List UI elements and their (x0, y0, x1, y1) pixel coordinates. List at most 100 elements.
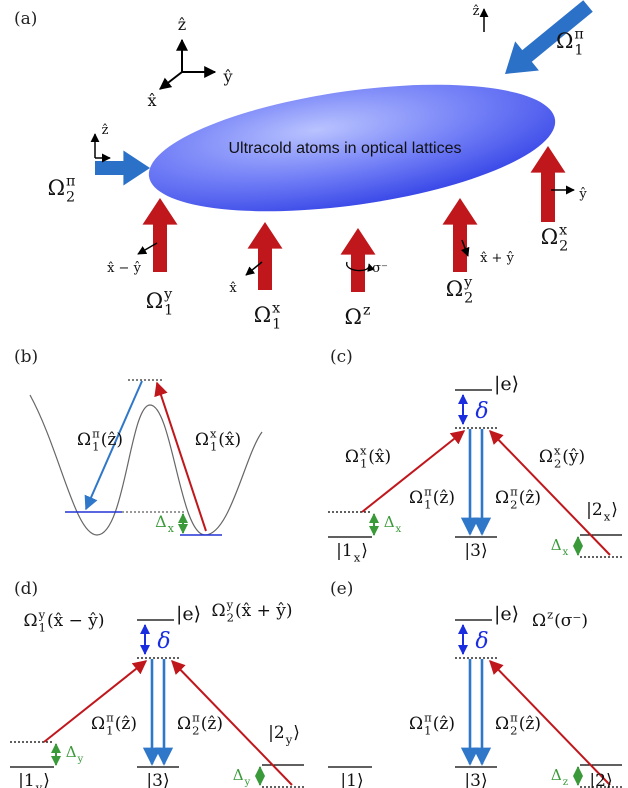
math-part: π (92, 426, 100, 440)
math-label: Ωy1(x̂ − ŷ) (24, 607, 105, 634)
panel-label: (d) (14, 579, 38, 599)
pol-label: x̂ + ŷ (480, 251, 514, 266)
math-part: ⟩ (512, 603, 519, 625)
math-part: π (192, 710, 200, 724)
math-part: |1 (340, 771, 357, 788)
panel-label: (e) (330, 579, 353, 599)
math-part: ⟩ (43, 771, 50, 788)
math-part: Δ (155, 512, 167, 531)
pol-label: σ⁻ (372, 261, 388, 276)
beam-label: Ωy1 (146, 287, 174, 319)
math-label: Ωy2(x̂ + ŷ) (212, 597, 293, 624)
math-part: (x̂) (218, 430, 241, 450)
math-part: 1 (360, 456, 367, 470)
math-part: y (463, 275, 473, 291)
cloud-label: Ultracold atoms in optical lattices (229, 140, 462, 157)
lattice-potential (30, 395, 262, 535)
math-part: 2 (510, 723, 517, 737)
math-part: x (396, 524, 402, 535)
math-label: Ωx1(x̂) (345, 443, 391, 470)
math-part: ⟩ (481, 771, 488, 788)
math-part: π (510, 710, 518, 724)
math-part: π (574, 27, 583, 43)
math-part: (ẑ) (519, 488, 541, 508)
pol-label: x̂ − ŷ (107, 261, 141, 276)
math-part: 1 (574, 43, 583, 59)
math-part: Ω (91, 714, 105, 734)
axis-label: ŷ (222, 67, 232, 86)
math-part: x (210, 426, 217, 440)
math-part: 1 (92, 439, 99, 453)
math-part: 2 (554, 456, 561, 470)
math-part: |3 (464, 771, 481, 788)
math-part: Δ (551, 536, 562, 554)
math-part: 1 (424, 723, 431, 737)
math-part: 1 (210, 439, 217, 453)
math-part: |3 (464, 541, 481, 561)
math-label: |2x⟩ (586, 500, 618, 523)
math-part: |1 (18, 771, 35, 788)
math-part: Ω (177, 714, 191, 734)
math-part: ⟩ (481, 541, 488, 561)
math-part: Ω (495, 488, 509, 508)
math-part: Δ (551, 766, 562, 784)
figure: (a) (b) (c) (d) (e) Ultracold atoms in o… (0, 0, 628, 788)
math-part: 2 (66, 190, 75, 206)
math-part: z (547, 607, 553, 621)
math-part: y (35, 780, 43, 788)
math-part: Ω (539, 447, 553, 467)
math-part: (ẑ) (101, 430, 123, 450)
math-part: (x̂) (368, 447, 391, 467)
math-part: y (226, 597, 234, 611)
math-part: ⟩ (163, 771, 170, 788)
math-part: (σ⁻) (554, 611, 588, 631)
math-part: π (106, 710, 114, 724)
pi-beam (95, 151, 150, 186)
math-part: Ω (409, 488, 423, 508)
math-part: |3 (146, 771, 163, 788)
math-label: |e⟩ (494, 603, 519, 625)
math-label: |3⟩ (464, 541, 487, 561)
math-part: Ω (77, 430, 91, 450)
math-part: y (38, 607, 46, 621)
math-part: ⟩ (357, 771, 364, 788)
red-beam (248, 222, 283, 290)
math-label: |2⟩ (589, 771, 612, 788)
math-part: Ω (195, 430, 209, 450)
detuning-label: δ (475, 399, 488, 424)
math-part: (x̂ + ŷ) (235, 601, 293, 621)
beam-label: Ωπ2 (48, 174, 76, 206)
math-label: Δx (384, 513, 402, 535)
math-part: 2 (510, 497, 517, 511)
math-part: z (363, 303, 371, 319)
math-part: Δ (233, 766, 244, 784)
math-part: 2 (464, 291, 473, 307)
panel-label: (a) (14, 9, 37, 29)
math-part: x (360, 443, 367, 457)
math-part: Ω (446, 277, 463, 301)
math-part: ⟩ (361, 541, 368, 561)
math-part: (ẑ) (519, 714, 541, 734)
math-part: 2 (192, 723, 199, 737)
math-part: |2 (589, 771, 606, 788)
math-part: Ω (541, 225, 558, 249)
pol-label: ŷ (578, 187, 587, 202)
math-part: 1 (106, 723, 113, 737)
math-part: π (424, 484, 432, 498)
math-part: x (272, 301, 280, 317)
math-part: z (563, 777, 568, 788)
math-part: (ẑ) (433, 714, 455, 734)
math-part: π (66, 174, 75, 190)
axis-label: ẑ (178, 15, 186, 34)
math-part: Ω (409, 714, 423, 734)
axis-arrow (160, 72, 182, 89)
math-part: Ω (146, 289, 163, 313)
math-part: (ẑ) (433, 488, 455, 508)
math-label: Ωπ2(ẑ) (495, 484, 541, 511)
math-part: 2 (559, 239, 568, 255)
math-part: x (554, 443, 561, 457)
